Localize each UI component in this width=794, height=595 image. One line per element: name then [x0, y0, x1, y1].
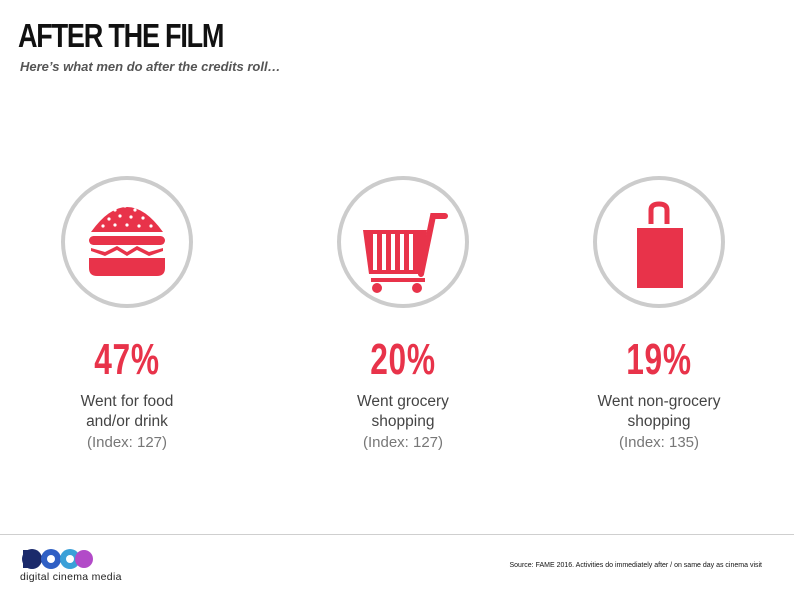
stat-index: (Index: 127) [86, 434, 168, 451]
stat-description-line1: Went for food [80, 393, 174, 410]
stat-description-line2: and/or drink [86, 413, 168, 430]
stat-description-line1: Went non-grocery [597, 393, 721, 410]
dcm-logo [22, 549, 93, 569]
stat-percent: 19% [626, 335, 692, 384]
stat-grocery: 20% Went grocery shopping (Index: 127) [303, 176, 503, 453]
shopping-bag-icon [637, 201, 683, 288]
stat-description-line2: shopping [627, 413, 691, 430]
stat-food: 47% Went for food and/or drink (Index: 1… [27, 176, 227, 453]
stat-index: (Index: 127) [362, 434, 444, 451]
stat-description-line2: shopping [371, 413, 435, 430]
burger-icon [89, 204, 165, 276]
icon-ring [593, 176, 725, 308]
logo-text: digital cinema media [20, 571, 122, 583]
stat-non-grocery: 19% Went non-grocery shopping (Index: 13… [559, 176, 759, 453]
page-subtitle: Here’s what men do after the credits rol… [20, 59, 281, 74]
stat-description: Went grocery shopping [303, 392, 503, 432]
stat-description: Went for food and/or drink [27, 392, 227, 432]
shopping-cart-icon [363, 213, 448, 293]
source-note: Source: FAME 2016. Activities do immedia… [509, 562, 763, 569]
stat-description: Went non-grocery shopping [559, 392, 759, 432]
stat-index: (Index: 135) [618, 434, 700, 451]
page-title: AFTER THE FILM [18, 17, 224, 54]
icon-ring [337, 176, 469, 308]
stat-percent: 20% [370, 335, 436, 384]
stat-percent: 47% [94, 335, 160, 384]
icon-ring [61, 176, 193, 308]
stat-description-line1: Went grocery [357, 393, 449, 410]
footer-divider [0, 534, 794, 535]
